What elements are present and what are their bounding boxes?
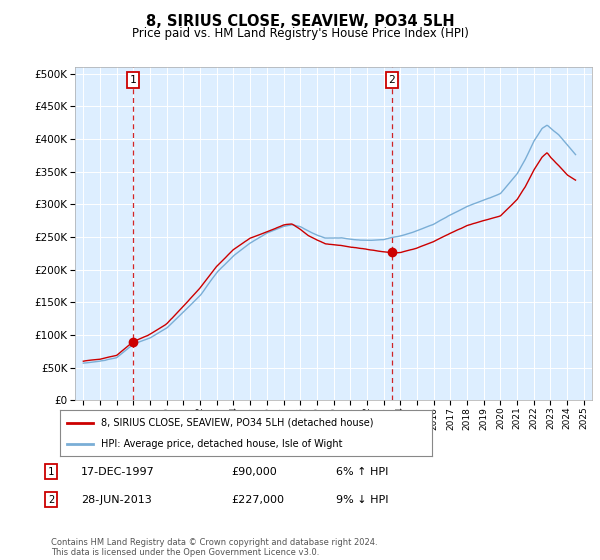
Text: 9% ↓ HPI: 9% ↓ HPI bbox=[336, 494, 389, 505]
Text: 8, SIRIUS CLOSE, SEAVIEW, PO34 5LH (detached house): 8, SIRIUS CLOSE, SEAVIEW, PO34 5LH (deta… bbox=[101, 418, 373, 428]
Text: £90,000: £90,000 bbox=[231, 466, 277, 477]
Text: £227,000: £227,000 bbox=[231, 494, 284, 505]
Text: 1: 1 bbox=[130, 75, 136, 85]
Text: 2: 2 bbox=[388, 75, 395, 85]
Text: 2: 2 bbox=[48, 494, 54, 505]
Text: HPI: Average price, detached house, Isle of Wight: HPI: Average price, detached house, Isle… bbox=[101, 439, 343, 449]
Text: 28-JUN-2013: 28-JUN-2013 bbox=[81, 494, 152, 505]
Text: 17-DEC-1997: 17-DEC-1997 bbox=[81, 466, 155, 477]
Text: 8, SIRIUS CLOSE, SEAVIEW, PO34 5LH: 8, SIRIUS CLOSE, SEAVIEW, PO34 5LH bbox=[146, 14, 454, 29]
Text: 6% ↑ HPI: 6% ↑ HPI bbox=[336, 466, 388, 477]
Text: 1: 1 bbox=[48, 466, 54, 477]
Text: Contains HM Land Registry data © Crown copyright and database right 2024.
This d: Contains HM Land Registry data © Crown c… bbox=[51, 538, 377, 557]
Text: Price paid vs. HM Land Registry's House Price Index (HPI): Price paid vs. HM Land Registry's House … bbox=[131, 27, 469, 40]
